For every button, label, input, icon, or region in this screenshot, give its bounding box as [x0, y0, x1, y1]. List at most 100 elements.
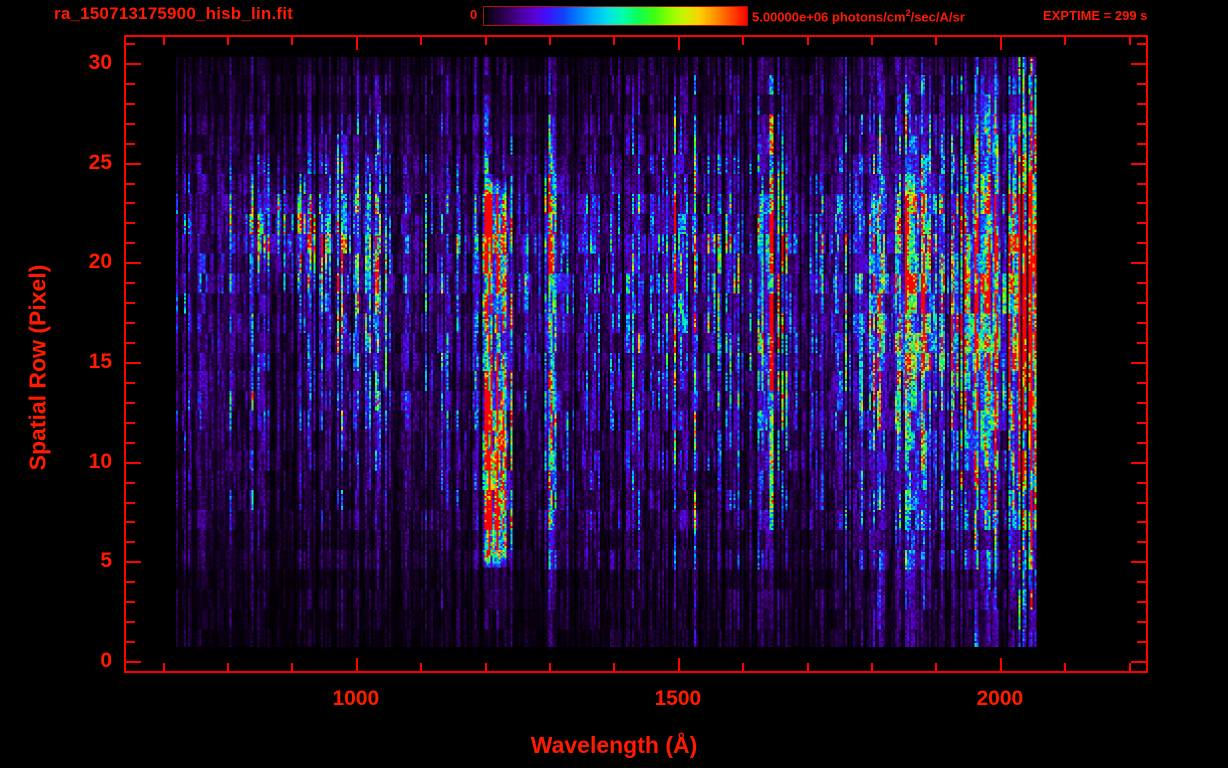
y-minor-tick — [125, 641, 135, 643]
colorbar-units-post: /sec/A/sr — [910, 9, 965, 25]
y-minor-tick — [125, 222, 135, 224]
y-minor-tick-right — [1137, 581, 1147, 583]
y-minor-tick-right — [1137, 422, 1147, 424]
y-tick-label: 25 — [88, 150, 112, 174]
y-minor-tick — [125, 282, 135, 284]
y-minor-tick-right — [1137, 621, 1147, 623]
y-minor-tick-right — [1137, 242, 1147, 244]
y-major-tick — [125, 262, 141, 264]
x-minor-tick-top — [613, 36, 615, 45]
y-tick-label: 20 — [88, 250, 112, 274]
y-minor-tick-right — [1137, 442, 1147, 444]
y-minor-tick-right — [1137, 482, 1147, 484]
y-major-tick — [125, 163, 141, 165]
x-minor-tick — [163, 663, 165, 672]
x-minor-tick-top — [871, 36, 873, 45]
y-axis-title: Spatial Row (Pixel) — [24, 264, 51, 471]
y-minor-tick-right — [1137, 342, 1147, 344]
x-minor-tick — [871, 663, 873, 672]
x-minor-tick-top — [291, 36, 293, 45]
y-major-tick-right — [1131, 163, 1147, 165]
y-minor-tick-right — [1137, 202, 1147, 204]
y-minor-tick-right — [1137, 541, 1147, 543]
x-minor-tick — [1064, 663, 1066, 672]
y-tick-label: 15 — [88, 349, 112, 373]
y-major-tick — [125, 63, 141, 65]
colorbar-max-label: 5.00000e+06 photons/cm2/sec/A/sr — [752, 8, 965, 24]
y-minor-tick — [125, 541, 135, 543]
x-minor-tick-top — [935, 36, 937, 45]
y-tick-label: 10 — [88, 449, 112, 473]
y-minor-tick — [125, 601, 135, 603]
colorbar-max-value: 5.00000e+06 — [752, 9, 829, 25]
x-tick-label: 1000 — [332, 687, 380, 710]
x-minor-tick — [807, 663, 809, 672]
x-minor-tick — [549, 663, 551, 672]
y-major-tick-right — [1131, 561, 1147, 563]
x-axis-title: Wavelength (Å) — [530, 732, 698, 758]
exptime-label: EXPTIME = 299 s — [1043, 8, 1148, 23]
colorbar-units-exponent: 2 — [905, 8, 911, 18]
y-major-tick — [125, 561, 141, 563]
y-minor-tick-right — [1137, 43, 1147, 45]
y-tick-label: 0 — [100, 649, 112, 673]
x-minor-tick — [935, 663, 937, 672]
y-minor-tick — [125, 322, 135, 324]
y-major-tick — [125, 362, 141, 364]
x-major-tick-top — [356, 36, 358, 50]
y-minor-tick-right — [1137, 521, 1147, 523]
y-minor-tick-right — [1137, 641, 1147, 643]
y-minor-tick — [125, 382, 135, 384]
y-minor-tick — [125, 581, 135, 583]
y-major-tick-right — [1131, 362, 1147, 364]
x-major-tick — [356, 658, 358, 672]
y-minor-tick-right — [1137, 123, 1147, 125]
y-minor-tick-right — [1137, 143, 1147, 145]
x-minor-tick-top — [549, 36, 551, 45]
y-minor-tick — [125, 502, 135, 504]
y-minor-tick — [125, 621, 135, 623]
colorbar-min-label: 0 — [470, 7, 478, 22]
y-minor-tick — [125, 123, 135, 125]
colorbar-gradient — [484, 7, 747, 25]
x-minor-tick-top — [1129, 36, 1131, 45]
y-minor-tick — [125, 202, 135, 204]
x-minor-tick — [1129, 663, 1131, 672]
y-minor-tick — [125, 143, 135, 145]
x-minor-tick-top — [163, 36, 165, 45]
x-minor-tick-top — [742, 36, 744, 45]
x-minor-tick — [291, 663, 293, 672]
plot-frame — [124, 35, 1148, 673]
colorbar — [483, 6, 748, 26]
file-title: ra_150713175900_hisb_lin.fit — [54, 4, 294, 23]
y-minor-tick-right — [1137, 382, 1147, 384]
colorbar-units-pre: photons/cm — [828, 9, 906, 25]
y-major-tick-right — [1131, 63, 1147, 65]
x-minor-tick-top — [420, 36, 422, 45]
y-minor-tick-right — [1137, 502, 1147, 504]
y-major-tick-right — [1131, 462, 1147, 464]
x-minor-tick — [613, 663, 615, 672]
y-minor-tick — [125, 83, 135, 85]
x-minor-tick — [420, 663, 422, 672]
x-minor-tick — [485, 663, 487, 672]
y-minor-tick-right — [1137, 302, 1147, 304]
y-minor-tick-right — [1137, 222, 1147, 224]
image-data-area — [126, 37, 1146, 671]
x-major-tick — [1000, 658, 1002, 672]
x-minor-tick-top — [485, 36, 487, 45]
y-minor-tick — [125, 442, 135, 444]
y-minor-tick — [125, 103, 135, 105]
y-minor-tick — [125, 342, 135, 344]
y-minor-tick-right — [1137, 183, 1147, 185]
y-minor-tick-right — [1137, 402, 1147, 404]
y-minor-tick-right — [1137, 282, 1147, 284]
x-tick-label: 1500 — [654, 687, 702, 710]
y-minor-tick — [125, 302, 135, 304]
spectrogram-canvas — [126, 37, 1146, 671]
y-axis-title-holder: Spatial Row (Pixel) — [18, 0, 58, 768]
y-minor-tick — [125, 242, 135, 244]
y-minor-tick — [125, 402, 135, 404]
x-minor-tick-top — [1064, 36, 1066, 45]
